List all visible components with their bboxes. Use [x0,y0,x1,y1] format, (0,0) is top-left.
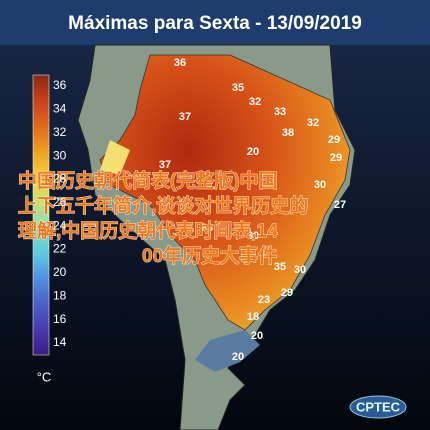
temperature-label: 18 [247,311,259,323]
temperature-label: 36 [174,57,186,69]
scale-tick-label: 36 [53,78,67,92]
scale-tick-label: 30 [53,148,67,162]
temperature-label: 32 [249,96,261,108]
temperature-label: 29 [328,134,340,146]
scale-tick-label: 16 [53,312,67,326]
temperature-label: 30 [294,264,306,276]
logo-badge [349,395,407,419]
temperature-label: 35 [274,261,286,273]
logo: CPTEC [356,399,401,414]
temperature-label: 32 [307,117,319,129]
temperature-label: 35 [232,82,244,94]
overlay-text: 上下五千年简介,谈谈对世界历史的 [18,194,308,217]
temperature-label: 27 [334,199,346,211]
temperature-label: 30 [247,230,259,242]
temperature-label: 37 [159,159,171,171]
overlay-text: 中国历史朝代简表(完整版)中国 [18,169,278,192]
scale-tick-label: 22 [53,242,67,256]
south-region [195,330,260,372]
temperature-label: 23 [258,294,270,306]
temperature-label: 20 [251,330,263,342]
temperature-label: 29 [281,287,293,299]
temperature-label: 20 [232,351,244,363]
scale-tick-label: 32 [53,125,67,139]
title: Máximas para Sexta - 13/09/2019 [68,13,362,34]
temperature-label: 37 [179,111,191,123]
temperature-label: 29 [330,152,342,164]
scale-unit: °C [37,369,52,384]
temperature-label: 20 [247,146,259,158]
temperature-label: 38 [282,127,294,139]
temperature-label: 30 [314,179,326,191]
overlay-text: 00年历史大事件 [142,244,277,267]
temperature-label: 33 [201,222,213,234]
scale-tick-label: 18 [53,288,67,302]
scale-tick-label: 28 [53,172,67,186]
temperature-label: 33 [274,106,286,118]
warm-zone [100,140,130,175]
color-scale [32,74,50,356]
scale-tick-label: 14 [53,335,67,349]
scale-tick-label: 24 [53,218,67,232]
title-bar [0,0,430,45]
overlay-text: 理解,中国历史朝代表时间表,14 [18,219,278,242]
scale-tick-label: 20 [53,265,67,279]
scale-tick-label: 34 [53,102,67,116]
scale-tick-label: 26 [53,195,67,209]
